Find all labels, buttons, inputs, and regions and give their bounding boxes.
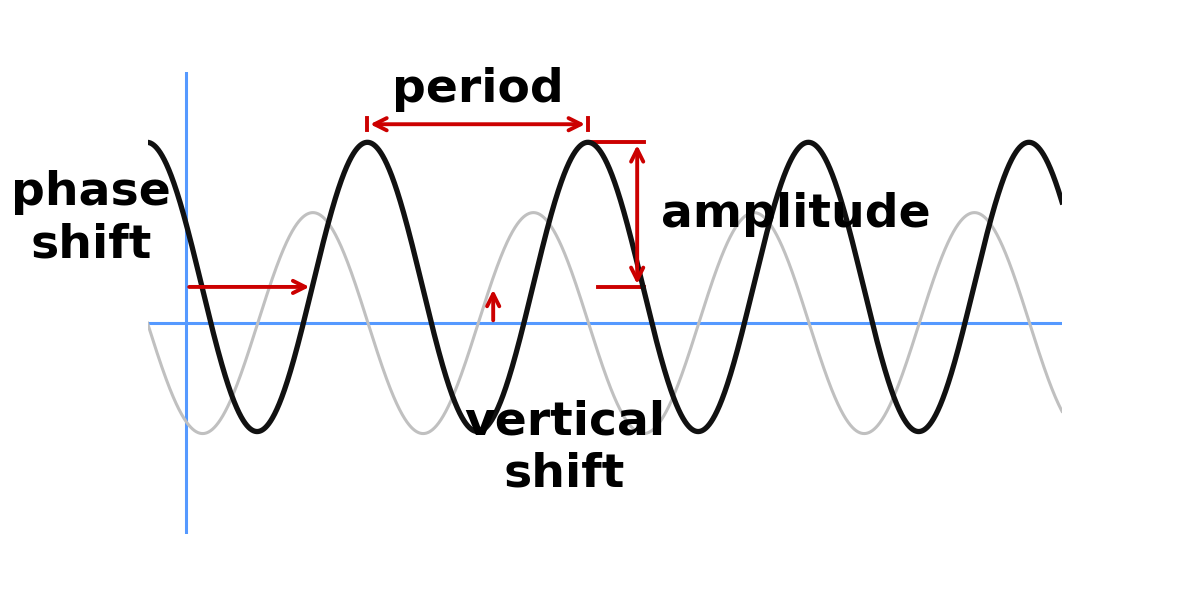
Text: vertical
shift: vertical shift <box>464 400 666 496</box>
Text: amplitude: amplitude <box>661 192 930 237</box>
Text: phase
shift: phase shift <box>11 170 171 267</box>
Text: period: period <box>392 67 564 112</box>
